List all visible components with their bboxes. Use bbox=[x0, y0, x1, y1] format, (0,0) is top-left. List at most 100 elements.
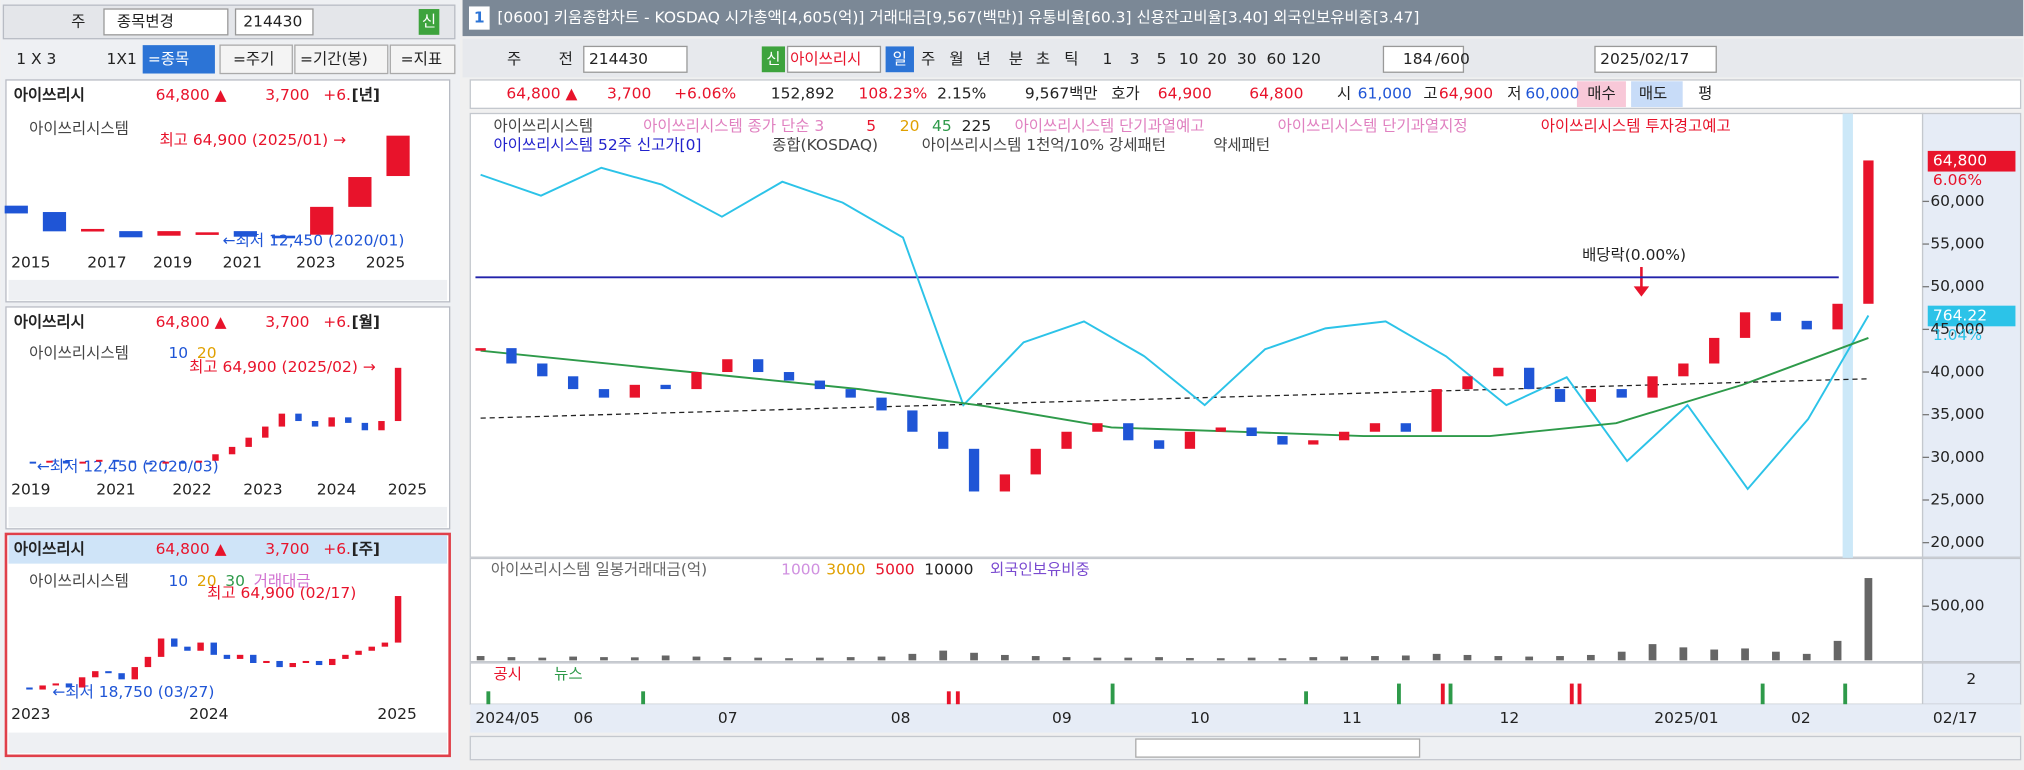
volume-bar bbox=[1494, 656, 1503, 661]
x-tick-label: 2025 bbox=[388, 481, 427, 499]
candle bbox=[1832, 303, 1843, 330]
info-text: 호가 bbox=[1111, 85, 1139, 103]
toolbar-text: 월 bbox=[949, 50, 963, 68]
annotation: 배당락(0.00%) bbox=[1582, 246, 1686, 264]
legend-text: 3000 bbox=[826, 561, 865, 579]
toolbar-text: 분 bbox=[1009, 50, 1023, 68]
buy-button[interactable] bbox=[1576, 81, 1626, 108]
candle bbox=[96, 459, 103, 462]
stock-combo[interactable] bbox=[103, 8, 229, 36]
info-text: 매수 bbox=[1587, 85, 1615, 103]
toolbar-text: 일 bbox=[893, 50, 907, 68]
y-tick-label: 45,000 bbox=[1930, 320, 1984, 338]
volume-bar bbox=[661, 655, 670, 661]
legend-text: 약세패턴 bbox=[1213, 136, 1270, 154]
x-tick-label: 2019 bbox=[153, 254, 192, 272]
legend-text: 아이쓰리시스템 투자경고예고 bbox=[1541, 117, 1731, 135]
candle bbox=[381, 642, 389, 647]
legend-text: 1000 bbox=[781, 561, 820, 579]
candle bbox=[65, 683, 73, 688]
period-link-button[interactable] bbox=[219, 44, 293, 75]
volume-plot bbox=[469, 557, 1924, 663]
candle bbox=[310, 206, 334, 235]
candle bbox=[236, 654, 244, 659]
candle bbox=[118, 673, 125, 680]
candle bbox=[197, 642, 204, 651]
volume-bar bbox=[1155, 657, 1163, 661]
new-button[interactable] bbox=[418, 9, 440, 35]
new-button[interactable] bbox=[761, 46, 785, 73]
scrollbar[interactable] bbox=[8, 732, 448, 754]
name-box bbox=[786, 45, 882, 73]
candle bbox=[276, 660, 283, 668]
price-change-text: 6.06% bbox=[1933, 171, 1982, 189]
candle bbox=[355, 650, 362, 655]
candle bbox=[62, 460, 70, 464]
panel-name: 아이쓰리시 bbox=[14, 313, 85, 331]
candle bbox=[1739, 312, 1751, 338]
y-tick-label: 50,000 bbox=[1930, 277, 1984, 295]
volume-bar bbox=[1401, 655, 1410, 661]
date-axis bbox=[470, 704, 2021, 733]
candle bbox=[660, 384, 671, 390]
range-link-button[interactable] bbox=[294, 44, 389, 75]
x-tick-label: 2025/01 bbox=[1654, 709, 1718, 727]
x-tick-label: 2024 bbox=[189, 705, 228, 723]
panel-pct: +6. bbox=[323, 86, 351, 104]
candle bbox=[195, 460, 203, 463]
scroll-thumb[interactable] bbox=[1135, 738, 1421, 758]
toolbar-text: 신 bbox=[422, 12, 436, 30]
info-text: 64,800 ▲ bbox=[506, 85, 577, 103]
sell-button[interactable] bbox=[1631, 81, 1683, 108]
info-text: 64,900 bbox=[1158, 85, 1212, 103]
volume-bar bbox=[1802, 653, 1811, 661]
volume-bar bbox=[1062, 657, 1071, 661]
candle bbox=[79, 461, 86, 464]
info-text: 9,567백만 bbox=[1025, 85, 1098, 103]
volume-bar bbox=[569, 656, 577, 661]
toolbar-text: 주 bbox=[921, 50, 935, 68]
toolbar-button-text: 1 X 3 bbox=[16, 50, 56, 68]
candle bbox=[1153, 440, 1165, 449]
candle bbox=[245, 437, 252, 447]
scrollbar[interactable] bbox=[8, 279, 448, 301]
toolbar-text: 초 bbox=[1036, 50, 1050, 68]
candle bbox=[907, 410, 918, 432]
low-label: ←최저 18,750 (03/27) bbox=[52, 683, 214, 701]
indicator-link-button[interactable] bbox=[389, 44, 456, 75]
candle bbox=[81, 228, 105, 232]
code-input[interactable] bbox=[234, 8, 314, 36]
candle bbox=[1246, 427, 1257, 437]
title-bar bbox=[462, 0, 2024, 37]
toolbar-button-text: =주기 bbox=[233, 50, 274, 68]
y-tick-label: 40,000 bbox=[1930, 363, 1984, 381]
candle bbox=[1462, 376, 1473, 390]
candle bbox=[537, 363, 548, 377]
candle bbox=[263, 660, 270, 664]
volume-bar bbox=[1186, 657, 1194, 661]
volume-bar bbox=[600, 657, 608, 661]
legend-text: 20 bbox=[197, 344, 217, 362]
scrollbar[interactable] bbox=[8, 506, 448, 528]
count-input[interactable] bbox=[1382, 45, 1465, 73]
ma60-line bbox=[480, 337, 1869, 438]
date-input[interactable] bbox=[1594, 45, 1717, 73]
code-input[interactable] bbox=[583, 45, 688, 73]
volume-bar bbox=[630, 657, 639, 661]
candle bbox=[131, 667, 138, 680]
trend-line bbox=[480, 378, 1869, 419]
panel-name: 아이쓰리시 bbox=[14, 540, 85, 558]
day-button[interactable] bbox=[885, 46, 914, 73]
panel-price: 64,800 ▲ bbox=[156, 540, 227, 558]
candle bbox=[1678, 363, 1689, 377]
candle bbox=[162, 461, 169, 464]
stock-link-button[interactable] bbox=[142, 45, 215, 74]
candle bbox=[629, 384, 640, 398]
volume-bar bbox=[1031, 656, 1040, 661]
toolbar-text: 10 bbox=[1179, 50, 1199, 68]
candle bbox=[233, 231, 257, 237]
volume-bar bbox=[1525, 656, 1534, 661]
candle bbox=[394, 596, 402, 643]
x-tick-label: 2021 bbox=[223, 254, 262, 272]
candle bbox=[278, 413, 286, 427]
